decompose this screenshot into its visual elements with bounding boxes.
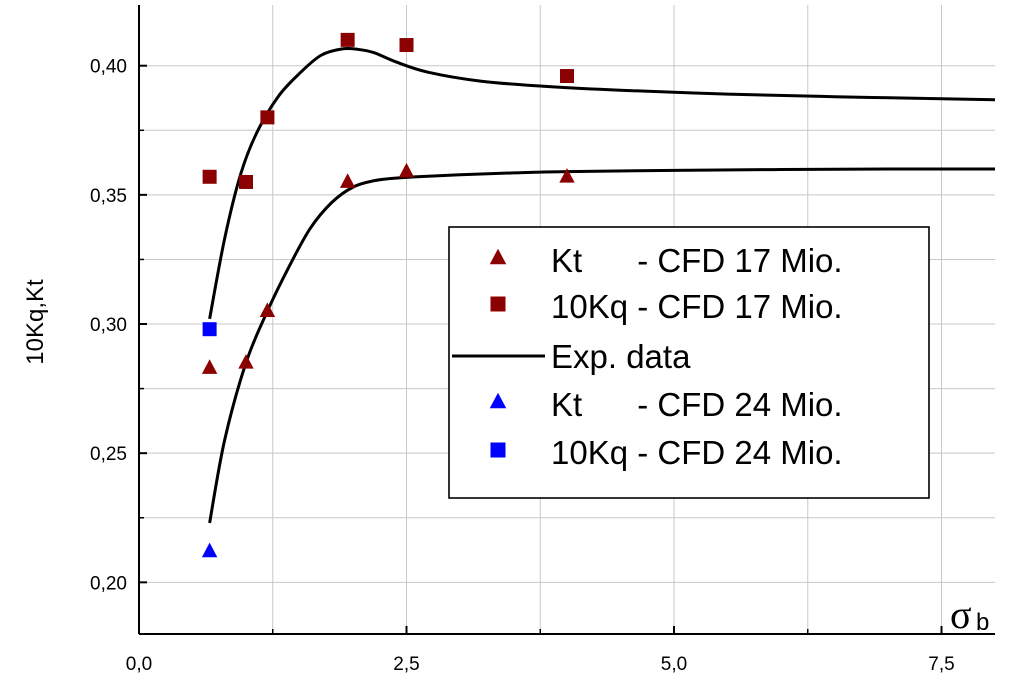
x-tick-label: 5,0 (661, 654, 687, 675)
kt-17mio-point (339, 173, 356, 188)
exp-data-curves (208, 46, 996, 524)
y-tick-label: 0,20 (90, 573, 127, 594)
kq-17mio-point (560, 69, 574, 84)
y-tick-label: 0,35 (90, 186, 127, 207)
legend-label: Kt - CFD 17 Mio. (551, 242, 843, 279)
kt-24mio-point (201, 542, 218, 558)
kt-17mio-point (559, 168, 575, 183)
legend-box (448, 226, 930, 499)
kq-17mio-point (399, 38, 414, 53)
legend-marker (489, 392, 507, 409)
exp-data-curve (208, 167, 996, 524)
tick-labels: 0,20 0,25 0,30 0,35 0,40 0,0 2,5 5,0 7,5 (90, 57, 955, 675)
y-tick-label: 0,25 (90, 444, 127, 465)
legend-marker (489, 248, 507, 265)
legend-marker (490, 442, 506, 458)
exp-data-curve (208, 46, 996, 320)
legend-label: 10Kq - CFD 17 Mio. (551, 288, 843, 325)
x-tick-label: 2,5 (393, 654, 419, 675)
legend-label: Exp. data (551, 338, 691, 375)
kt-17mio-point (201, 359, 218, 374)
kq-17mio-point (239, 174, 253, 189)
y-tick-label: 0,30 (90, 315, 127, 336)
kq-17mio-point (340, 32, 355, 47)
legend-label: 10Kq - CFD 24 Mio. (551, 434, 843, 471)
legend-marker (490, 296, 506, 312)
y-tick-label: 0,40 (90, 57, 127, 78)
kq-24mio-point (202, 322, 217, 337)
legend: Kt - CFD 17 Mio. 10Kq - CFD 17 Mio. Exp. d… (448, 226, 930, 499)
kt-17mio-point (238, 354, 254, 369)
kq-17mio-point (260, 110, 275, 125)
legend-label: Kt - CFD 24 Mio. (551, 386, 843, 423)
kt-17mio-point (259, 302, 276, 317)
x-tick-label: 7,5 (928, 654, 954, 675)
axes (138, 5, 995, 635)
x-tick-label: 0,0 (126, 654, 152, 675)
y-axis-title: 10Kq,Kt (22, 279, 49, 365)
x-axis-title: σ (950, 592, 972, 637)
kt-17mio-point (398, 162, 415, 178)
data-markers (201, 32, 575, 558)
kq-17mio-point (202, 169, 217, 184)
x-axis-title-subscript: b (976, 609, 989, 636)
